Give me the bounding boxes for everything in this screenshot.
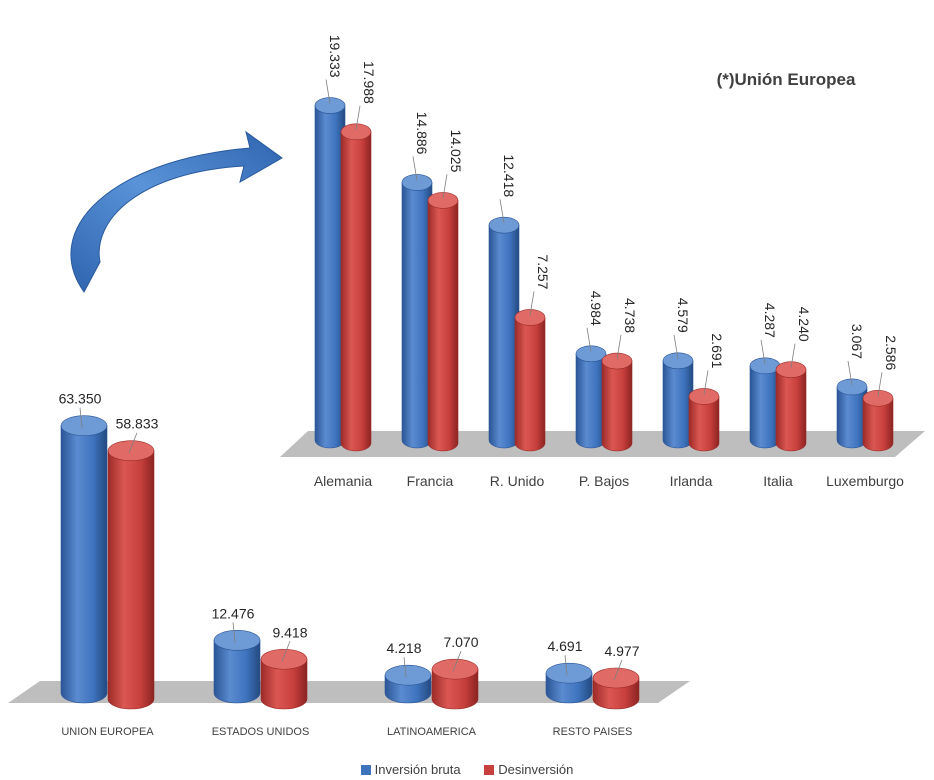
union-europea-bar-desinversion-2 bbox=[514, 309, 546, 452]
destinos-bar-inversion-2 bbox=[384, 664, 432, 704]
union-europea-bar-desinversion-0 bbox=[340, 123, 372, 452]
destinos-category-label-2: LATINOAMERICA bbox=[387, 726, 477, 738]
union-europea-category-label-3: P. Bajos bbox=[579, 473, 629, 489]
destinos-value-label-desinversion-1: 9.418 bbox=[272, 624, 307, 640]
destinos-bar-desinversion-0 bbox=[107, 440, 155, 710]
inset-chart-title: (*)Unión Europea bbox=[717, 70, 856, 89]
union-europea-value-label-desinversion-5: 4.240 bbox=[796, 307, 812, 342]
union-europea-value-label-inversion-1: 14.886 bbox=[414, 112, 430, 155]
union-europea-bar-inversion-5 bbox=[749, 357, 781, 449]
union-europea-bar-inversion-3 bbox=[575, 345, 607, 449]
union-europea-value-label-inversion-3: 4.984 bbox=[588, 291, 604, 326]
union-europea-value-label-inversion-2: 12.418 bbox=[501, 154, 517, 197]
legend-item-inversion: Inversión bruta bbox=[360, 762, 461, 777]
destinos-bar-inversion-1 bbox=[213, 630, 261, 704]
destinos-bar-desinversion-1 bbox=[260, 648, 308, 710]
legend-item-desinversion: Desinversión bbox=[484, 762, 573, 777]
union-europea-bar-desinversion-3 bbox=[601, 352, 633, 452]
union-europea-value-label-desinversion-6: 2.586 bbox=[883, 335, 899, 370]
chart-floor-main bbox=[8, 681, 690, 703]
destinos-bar-inversion-3 bbox=[545, 662, 593, 704]
destinos-value-label-inversion-2: 4.218 bbox=[386, 640, 421, 656]
union-europea-value-label-inversion-4: 4.579 bbox=[675, 298, 691, 333]
union-europea-bar-desinversion-4 bbox=[688, 388, 720, 452]
union-europea-bar-inversion-0 bbox=[314, 97, 346, 449]
union-europea-value-label-desinversion-3: 4.738 bbox=[622, 298, 638, 333]
legend-label-desinversion: Desinversión bbox=[498, 762, 574, 777]
union-europea-value-label-inversion-6: 3.067 bbox=[849, 324, 865, 359]
union-europea-category-label-4: Irlanda bbox=[670, 473, 713, 489]
union-europea-bar-inversion-6 bbox=[836, 378, 868, 449]
destinos-value-label-inversion-3: 4.691 bbox=[547, 638, 582, 654]
curved-arrow-icon bbox=[70, 130, 283, 293]
destinos-value-label-desinversion-2: 7.070 bbox=[443, 634, 478, 650]
union-europea-category-label-5: Italia bbox=[763, 473, 793, 489]
destinos-value-label-inversion-0: 63.350 bbox=[59, 391, 102, 407]
union-europea-bar-desinversion-5 bbox=[775, 361, 807, 452]
union-europea-bar-inversion-4 bbox=[662, 352, 694, 449]
union-europea-value-label-desinversion-2: 7.257 bbox=[535, 254, 551, 289]
union-europea-value-label-desinversion-0: 17.988 bbox=[361, 61, 377, 104]
destinos-value-label-desinversion-3: 4.977 bbox=[604, 643, 639, 659]
union-europea-value-label-desinversion-4: 2.691 bbox=[709, 333, 725, 368]
destinos-value-label-desinversion-0: 58.833 bbox=[116, 416, 159, 432]
destinos-bar-desinversion-3 bbox=[592, 667, 640, 710]
union-europea-value-label-desinversion-1: 14.025 bbox=[448, 130, 464, 173]
union-europea-category-label-6: Luxemburgo bbox=[826, 473, 904, 489]
destinos-category-label-3: RESTO PAISES bbox=[553, 726, 633, 738]
union-europea-value-label-inversion-0: 19.333 bbox=[327, 35, 343, 78]
union-europea-category-label-0: Alemania bbox=[314, 473, 373, 489]
destinos-bar-desinversion-2 bbox=[431, 658, 479, 710]
union-europea-category-label-1: Francia bbox=[407, 473, 454, 489]
destinos-value-label-inversion-1: 12.476 bbox=[212, 605, 255, 621]
legend-swatch-red bbox=[484, 765, 495, 775]
union-europea-bar-inversion-2 bbox=[488, 216, 520, 449]
union-europea-bar-desinversion-1 bbox=[427, 192, 459, 452]
legend-label-inversion: Inversión bruta bbox=[374, 762, 461, 777]
union-europea-bar-desinversion-6 bbox=[862, 389, 894, 452]
union-europea-category-label-2: R. Unido bbox=[490, 473, 545, 489]
union-europea-bar-inversion-1 bbox=[401, 174, 433, 449]
destinos-category-label-0: UNION EUROPEA bbox=[61, 726, 154, 738]
legend: Inversión bruta Desinversión bbox=[0, 762, 934, 777]
legend-swatch-blue bbox=[360, 765, 371, 775]
destinos-category-label-1: ESTADOS UNIDOS bbox=[212, 726, 310, 738]
destinos-bar-inversion-0 bbox=[60, 415, 108, 704]
union-europea-value-label-inversion-5: 4.287 bbox=[762, 303, 778, 338]
